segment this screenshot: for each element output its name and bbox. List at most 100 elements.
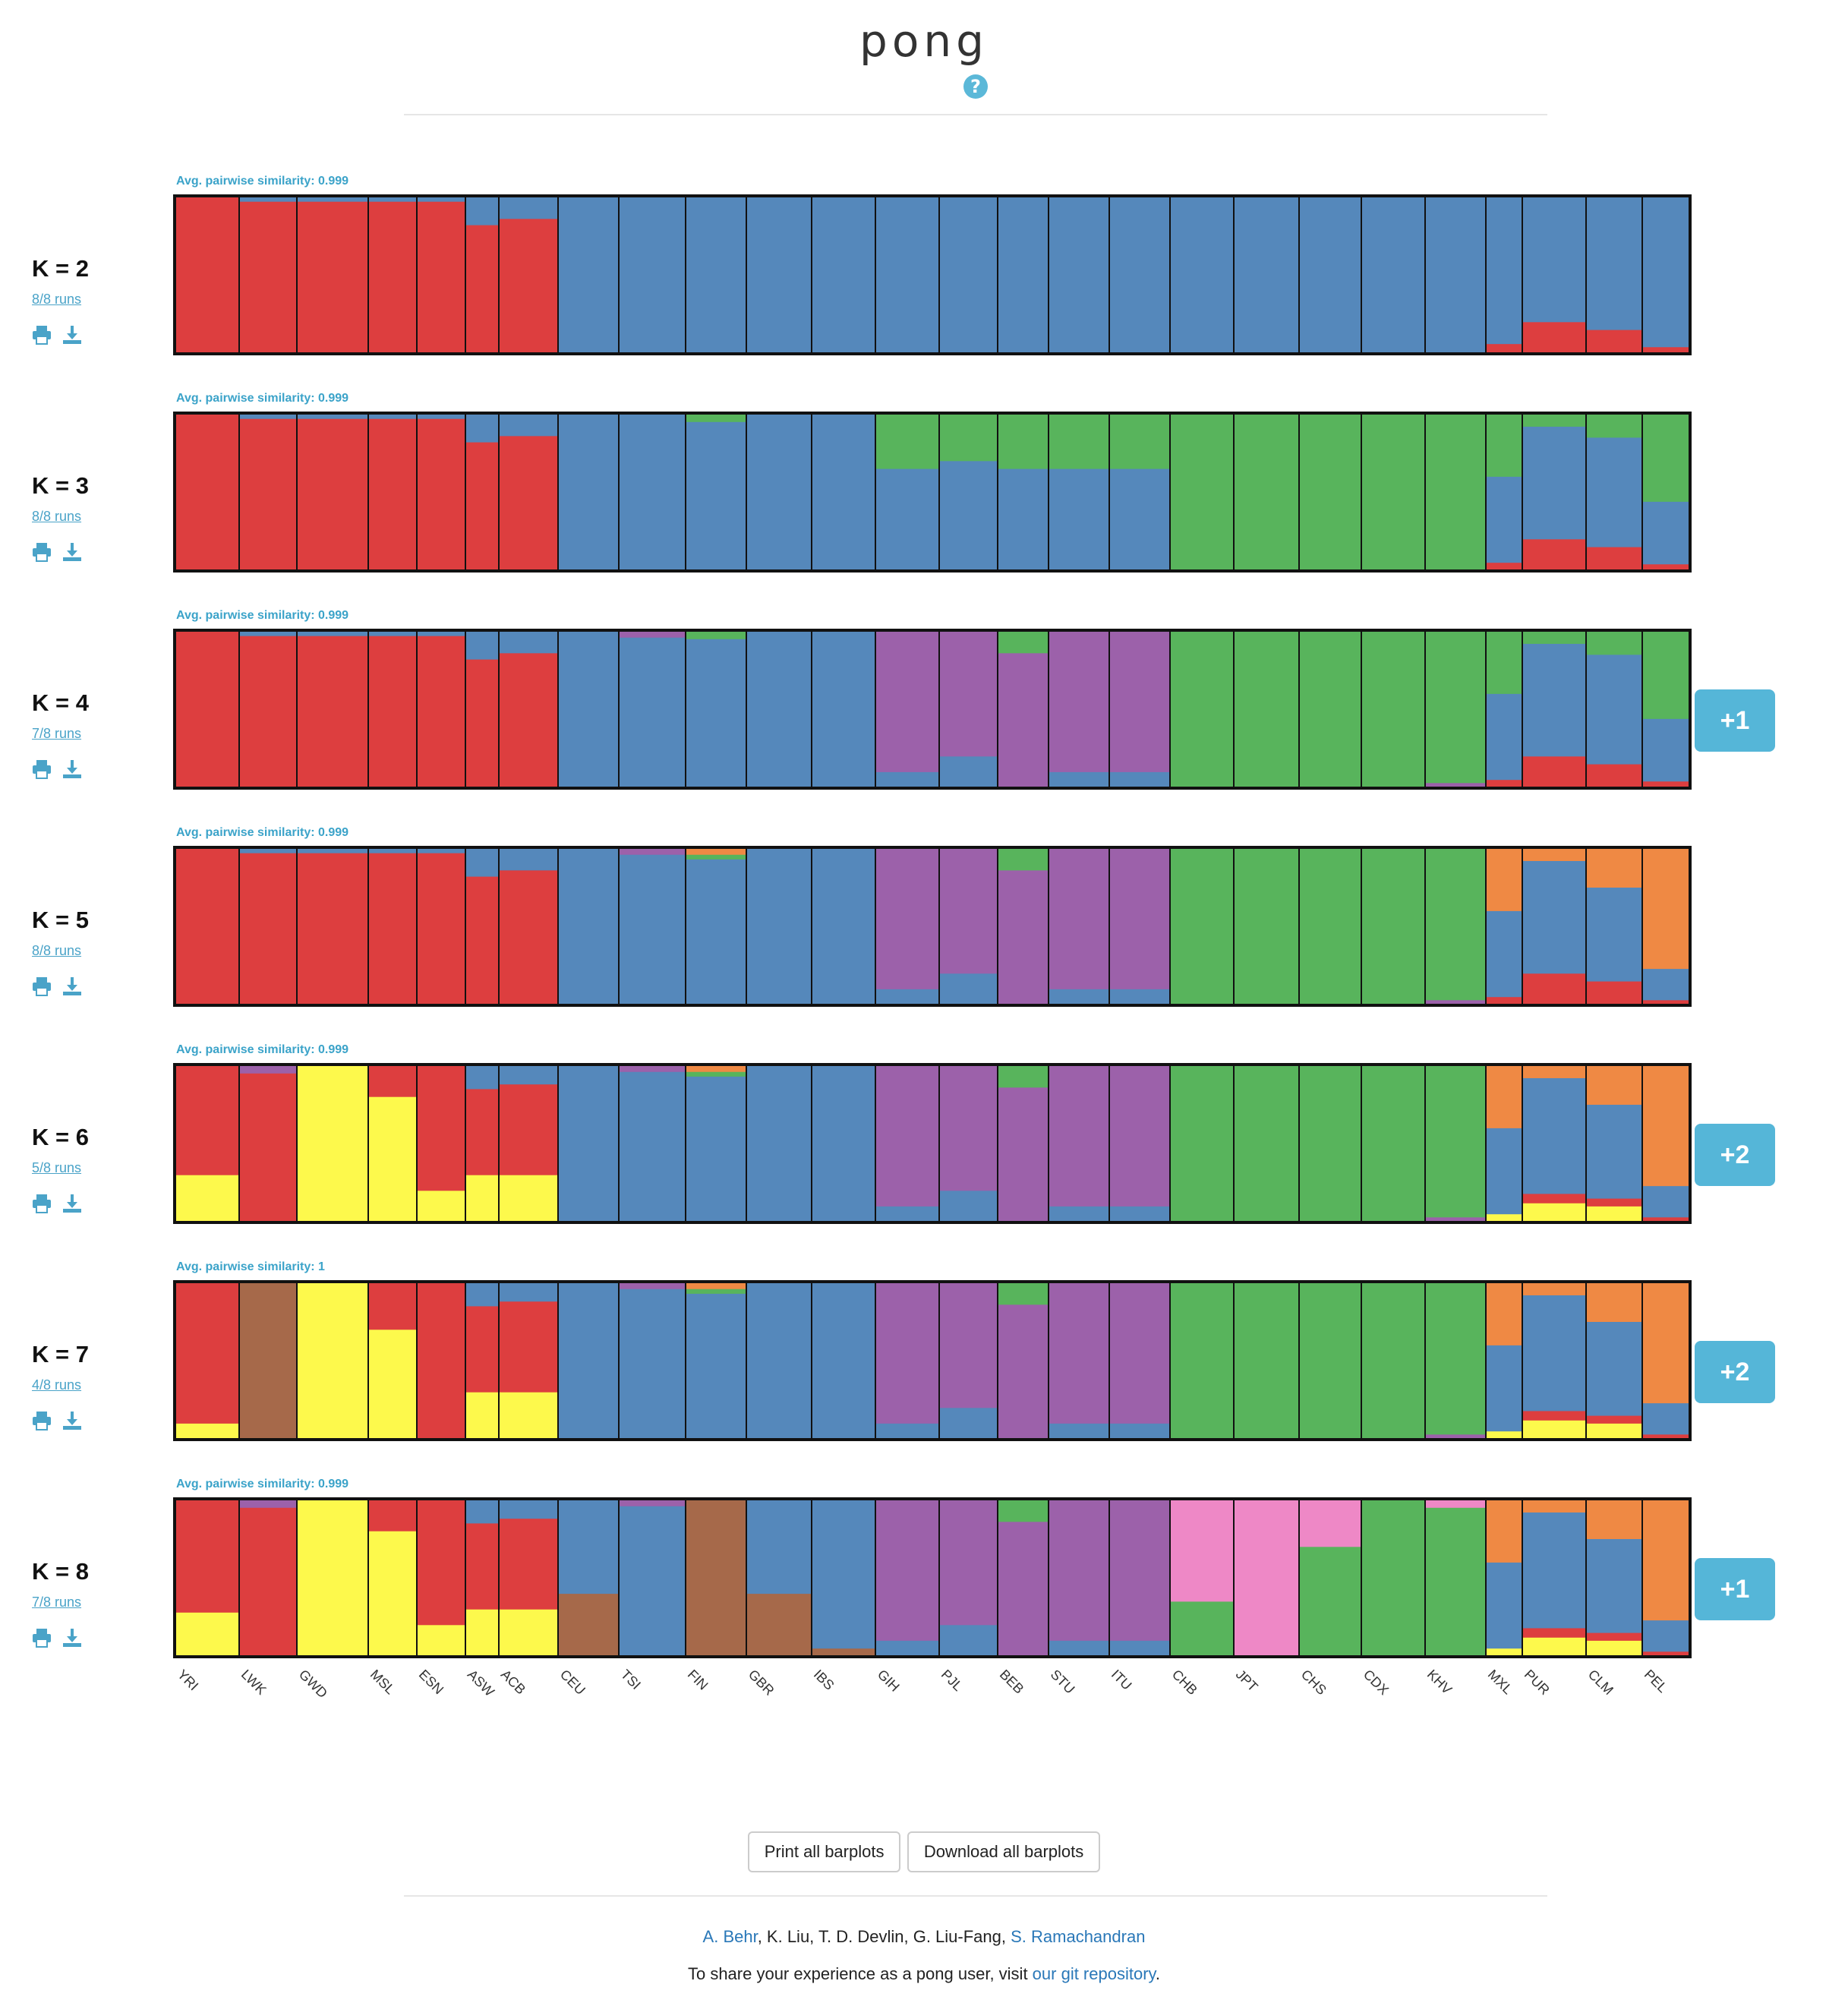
ancestry-segment	[417, 414, 465, 419]
admixture-barplot[interactable]	[173, 846, 1692, 1007]
runs-link[interactable]: 8/8 runs	[32, 292, 82, 307]
population-bar-khv	[1425, 631, 1486, 788]
print-icon[interactable]	[30, 758, 53, 781]
print-icon[interactable]	[30, 323, 53, 346]
population-bar-ceu	[558, 197, 619, 354]
ancestry-segment	[1642, 346, 1692, 354]
ancestry-segment	[1522, 848, 1586, 861]
population-bar-jpt	[1234, 631, 1299, 788]
population-bar-pur	[1522, 631, 1586, 788]
print-icon[interactable]	[30, 1409, 53, 1432]
download-icon[interactable]	[61, 323, 84, 346]
admixture-barplot[interactable]	[173, 194, 1692, 355]
download-icon[interactable]	[61, 758, 84, 781]
ancestry-segment	[1049, 771, 1109, 788]
population-bar-mxl	[1486, 197, 1522, 354]
population-bar-pel	[1642, 414, 1692, 571]
population-bar-lwk	[239, 1282, 297, 1440]
runs-link[interactable]: 7/8 runs	[32, 726, 82, 741]
git-repository-link[interactable]: our git repository	[1032, 1964, 1156, 1983]
print-icon[interactable]	[30, 1626, 53, 1649]
ancestry-segment	[368, 848, 417, 853]
population-label: GBR	[745, 1667, 777, 1699]
ancestry-segment	[1522, 973, 1586, 1005]
footer-divider	[404, 1895, 1547, 1897]
ancestry-segment	[746, 197, 812, 354]
extra-modes-button[interactable]: +2	[1695, 1341, 1775, 1403]
population-bar-msl	[368, 197, 417, 354]
question-circle-icon[interactable]: ?	[963, 74, 988, 99]
ancestry-segment	[1361, 414, 1425, 571]
admixture-barplot[interactable]	[173, 412, 1692, 573]
ancestry-segment	[939, 1407, 998, 1440]
ancestry-segment	[368, 414, 417, 419]
population-bar-gih	[875, 197, 939, 354]
population-label: YRI	[174, 1667, 202, 1694]
ancestry-segment	[1486, 562, 1522, 571]
ancestry-segment	[499, 1065, 558, 1085]
population-label: IBS	[810, 1667, 837, 1693]
ancestry-segment	[297, 414, 368, 419]
ancestry-segment	[1425, 1216, 1486, 1222]
admixture-barplot[interactable]	[173, 629, 1692, 790]
extra-modes-button[interactable]: +1	[1695, 1558, 1775, 1620]
ancestry-segment	[1586, 764, 1642, 788]
population-bar-asw	[465, 631, 499, 788]
ancestry-segment	[1642, 631, 1692, 719]
population-bar-clm	[1586, 1282, 1642, 1440]
ancestry-segment	[1170, 1500, 1234, 1602]
ancestry-segment	[939, 197, 998, 354]
ancestry-segment	[417, 1624, 465, 1657]
download-all-button[interactable]: Download all barplots	[907, 1831, 1101, 1872]
runs-link[interactable]: 4/8 runs	[32, 1377, 82, 1393]
print-icon[interactable]	[30, 1192, 53, 1215]
ancestry-segment	[998, 652, 1049, 788]
author-link-ramachandran[interactable]: S. Ramachandran	[1011, 1927, 1146, 1946]
download-icon[interactable]	[61, 975, 84, 998]
runs-link[interactable]: 5/8 runs	[32, 1160, 82, 1175]
ancestry-segment	[1586, 1321, 1642, 1416]
ancestry-segment	[875, 1640, 939, 1657]
runs-link[interactable]: 8/8 runs	[32, 943, 82, 958]
population-bar-msl	[368, 1065, 417, 1222]
print-icon[interactable]	[30, 541, 53, 563]
population-bar-esn	[417, 631, 465, 788]
ancestry-segment	[619, 854, 686, 1005]
ancestry-segment	[939, 1500, 998, 1626]
ancestry-segment	[1586, 887, 1642, 982]
runs-link[interactable]: 8/8 runs	[32, 509, 82, 524]
download-icon[interactable]	[61, 1192, 84, 1215]
ancestry-segment	[175, 1175, 239, 1222]
download-icon[interactable]	[61, 1626, 84, 1649]
ancestry-segment	[1109, 1500, 1170, 1641]
population-bar-gbr	[746, 1500, 812, 1657]
extra-modes-button[interactable]: +1	[1695, 689, 1775, 752]
population-bar-gbr	[746, 414, 812, 571]
download-icon[interactable]	[61, 541, 84, 563]
extra-modes-button[interactable]: +2	[1695, 1124, 1775, 1186]
admixture-barplot[interactable]	[173, 1497, 1692, 1658]
population-bar-pjl	[939, 1500, 998, 1657]
runs-link[interactable]: 7/8 runs	[32, 1595, 82, 1610]
ancestry-segment	[1586, 1282, 1642, 1322]
admixture-barplot[interactable]	[173, 1280, 1692, 1441]
ancestry-segment	[1642, 414, 1692, 502]
ancestry-segment	[368, 1282, 417, 1330]
print-all-button[interactable]: Print all barplots	[747, 1831, 901, 1872]
ancestry-segment	[939, 460, 998, 571]
ancestry-segment	[239, 853, 297, 1005]
population-bar-pel	[1642, 1282, 1692, 1440]
ancestry-segment	[1299, 631, 1361, 788]
author-link-behr[interactable]: A. Behr	[702, 1927, 758, 1946]
ancestry-segment	[998, 414, 1049, 469]
ancestry-segment	[1234, 631, 1299, 788]
ancestry-segment	[1586, 547, 1642, 571]
population-bar-gih	[875, 414, 939, 571]
print-icon[interactable]	[30, 975, 53, 998]
download-icon[interactable]	[61, 1409, 84, 1432]
admixture-barplot[interactable]	[173, 1063, 1692, 1224]
ancestry-segment	[1109, 1206, 1170, 1222]
population-bar-acb	[499, 631, 558, 788]
barplot-frame	[173, 629, 1692, 790]
ancestry-segment	[465, 1392, 499, 1440]
